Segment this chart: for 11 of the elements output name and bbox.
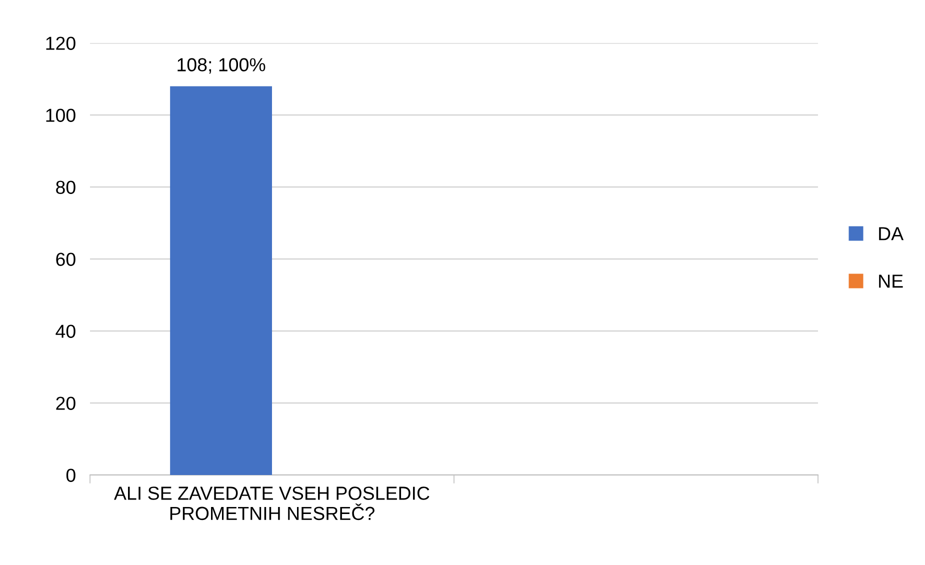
y-tick-label: 20 [56,396,76,410]
y-tick-label: 80 [56,180,76,194]
y-tick-label: 40 [56,324,76,338]
y-tick-label: 100 [46,108,76,122]
y-tick-label: 0 [66,468,76,482]
y-tick-label: 60 [56,252,76,266]
y-tick-label: 120 [46,36,76,50]
data-label: 108; 100% [178,58,266,74]
x-tick-label: ALI SE ZAVEDATE VSEH POSLEDIC PROMETNIH NESREČ? [114,486,430,520]
legend-label: DA [879,227,904,240]
legend-label: NE [879,274,903,288]
